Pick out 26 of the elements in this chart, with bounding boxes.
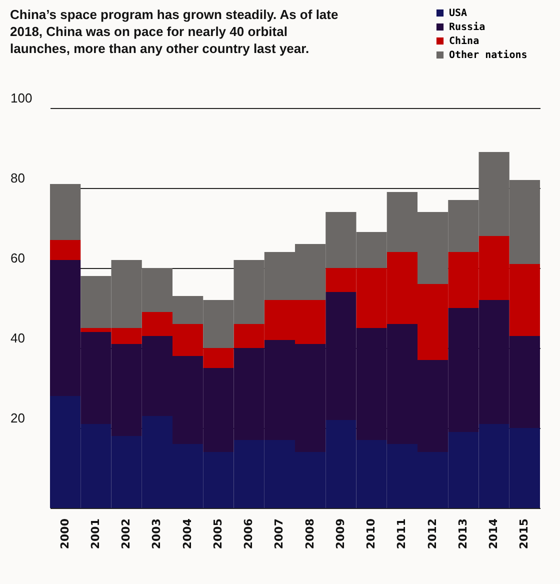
y-tick-label: 100 (10, 90, 32, 106)
x-tick-label: 2004 (180, 518, 194, 550)
y-tick-label: 80 (10, 170, 25, 186)
x-tick-label: 2010 (364, 518, 378, 550)
y-tick-label: 60 (10, 250, 25, 266)
x-tick-label: 2001 (88, 518, 102, 550)
x-tick-label: 2000 (58, 518, 72, 550)
x-tick-label: 2006 (242, 518, 256, 550)
x-tick-label: 2005 (211, 518, 224, 550)
legend-label: Other nations (449, 49, 528, 61)
x-tick-label: 2013 (456, 518, 470, 550)
legend-label: Russia (449, 21, 486, 33)
legend-label: USA (449, 8, 468, 19)
x-tick-label: 2014 (487, 518, 500, 550)
y-tick-label: 40 (10, 330, 25, 346)
x-tick-label: 2008 (303, 518, 316, 550)
x-tick-label: 2012 (426, 518, 439, 550)
x-tick-label: 2011 (395, 518, 408, 550)
y-tick-label: 20 (10, 410, 25, 426)
x-tick-label: 2015 (518, 518, 531, 550)
x-tick-label: 2007 (272, 518, 286, 550)
x-tick-label: 2002 (120, 518, 133, 550)
chart-title: China’s space program has grown steadily. As of late 2018, China was on pace for nearly 40 orbital launches, more than any other country last year. (10, 7, 338, 56)
x-tick-label: 2009 (334, 518, 347, 550)
x-tick-label: 2003 (150, 518, 164, 550)
legend-label: China (449, 35, 480, 47)
